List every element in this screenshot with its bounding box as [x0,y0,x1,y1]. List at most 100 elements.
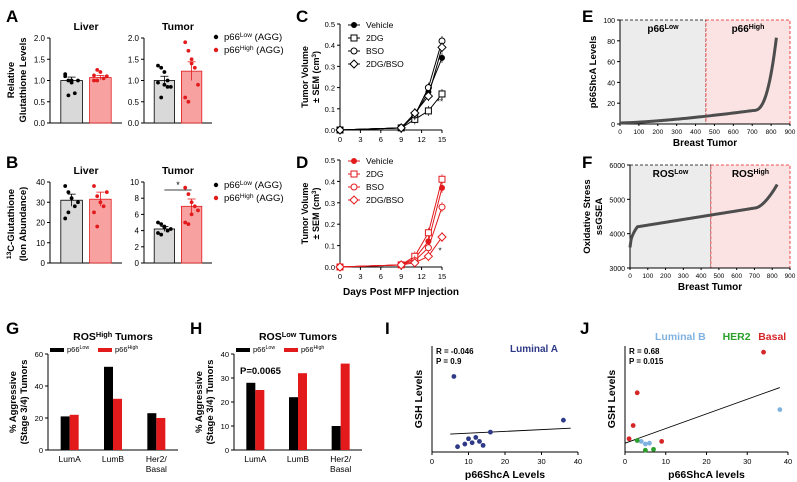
y-tick-label: 60 [35,350,43,359]
bar-p66low [331,426,341,450]
data-point [189,61,194,66]
y-tick-label: 3000 [609,266,625,273]
y-axis-label: GSH Levels [413,370,425,429]
y-tick-label: 1.0 [128,77,140,86]
x-axis-label: Breast Tumor [678,282,742,293]
legend-marker [213,182,219,188]
data-point [455,444,460,450]
x-tick-label: 300 [678,273,689,280]
chart-title: ROSHigh Tumors [73,330,153,343]
data-point [159,95,164,100]
x-tick-label: 40 [574,457,582,466]
bar-p66high [156,418,166,450]
group-label-lumB: Luminal B [655,331,706,343]
x-tick-label: 15 [438,272,446,281]
data-point [104,190,109,195]
y-tick-label: 0.2 [325,220,335,229]
y-tick-label: 0.0 [325,126,335,135]
text-run: ± SEM (cm [311,194,321,239]
panel-letter-a: A [6,7,18,26]
data-point [396,260,406,270]
y-tick-label: 5000 [609,197,625,204]
panel-letter-b: B [6,153,18,172]
legend-label: Vehicle [366,156,394,166]
data-point [488,429,493,435]
region-label-high: ROSHigh [732,169,769,180]
x-axis-label: Days Post MFP Injection [343,287,459,298]
stat-label: R = -0.046 [436,347,474,356]
data-point [92,73,96,78]
x-tick-label: 800 [767,273,778,280]
legend-label: p66Low [67,345,89,354]
y-axis-label: Relative [6,62,17,98]
legend-marker [351,158,357,164]
y-axis-label: ssGSEA [594,198,605,236]
superscript: Low [282,330,297,339]
y-tick-label: 0.1 [325,242,335,251]
text-run: (AGG) [252,180,282,191]
y-tick-label: 20 [35,414,43,423]
data-point [183,220,188,225]
y-tick-label: 0.5 [325,156,335,165]
text-run: p66 [224,45,240,56]
data-point-basal [630,423,636,428]
chart-title: Liver [73,165,98,177]
chart-title: ROSLow Tumors [259,330,337,343]
data-point [156,220,160,225]
data-point [95,67,100,72]
data-point [189,200,194,205]
y-axis-label: (Ion Abundance) [18,187,29,262]
data-point [438,203,446,211]
y-tick-label: 0.5 [34,98,46,107]
y-axis-label: GSH Levels [606,370,618,429]
y-tick-label: 0.2 [325,84,335,93]
legend-marker [350,47,358,55]
data-point [451,374,457,379]
superscript: Low [674,169,689,176]
text-run: p66 [224,180,240,191]
significance-annotation: ** [437,98,443,107]
panel-letter-d: D [296,153,308,172]
data-point [63,72,68,77]
legend-label: Vehicle [366,20,394,30]
data-point [439,54,445,61]
y-tick-label: 0.1 [325,105,335,114]
superscript: High [314,345,325,351]
bar-p66high [89,198,112,264]
y-tick-label: 60 [607,60,615,67]
data-point [192,65,197,70]
x-tick-label: 20 [501,457,509,466]
x-tick-label: LumB [102,454,125,464]
text-run: p66 [732,24,750,35]
data-point-basal [634,390,640,396]
y-tick-label: 0 [39,446,43,455]
data-point [196,82,200,87]
x-tick-label: 40 [784,457,792,466]
y-tick-label: 0.4 [325,177,335,186]
chart-title: Liver [73,21,98,33]
legend-swatch [284,348,298,352]
y-axis-label: Tumor Volume [300,183,310,245]
low-region [619,19,707,125]
legend-label: p66Low (AGG) [224,32,282,43]
significance-annotation: * [438,246,441,255]
data-point [423,91,434,101]
data-point [63,216,68,221]
data-point-lumB [642,441,648,447]
bar-p66high [340,363,350,450]
x-tick-label: Her2/ [146,454,167,464]
bar-p66low [60,80,83,124]
y-tick-label: 0.5 [128,98,140,107]
x-tick-label: 0 [628,273,632,280]
x-tick-label: 3 [358,272,362,281]
data-point-lumB [638,439,644,444]
panel-letter-i: I [385,319,390,338]
x-tick-label: 100 [642,273,653,280]
data-point-basal [761,349,766,355]
y-axis-label: Tumor Volume [300,46,310,108]
data-point [335,125,345,135]
data-point [72,204,77,209]
y-tick-label: 0.4 [325,41,335,50]
text-run: p66 [301,345,314,354]
x-tick-label: 10 [662,457,670,466]
